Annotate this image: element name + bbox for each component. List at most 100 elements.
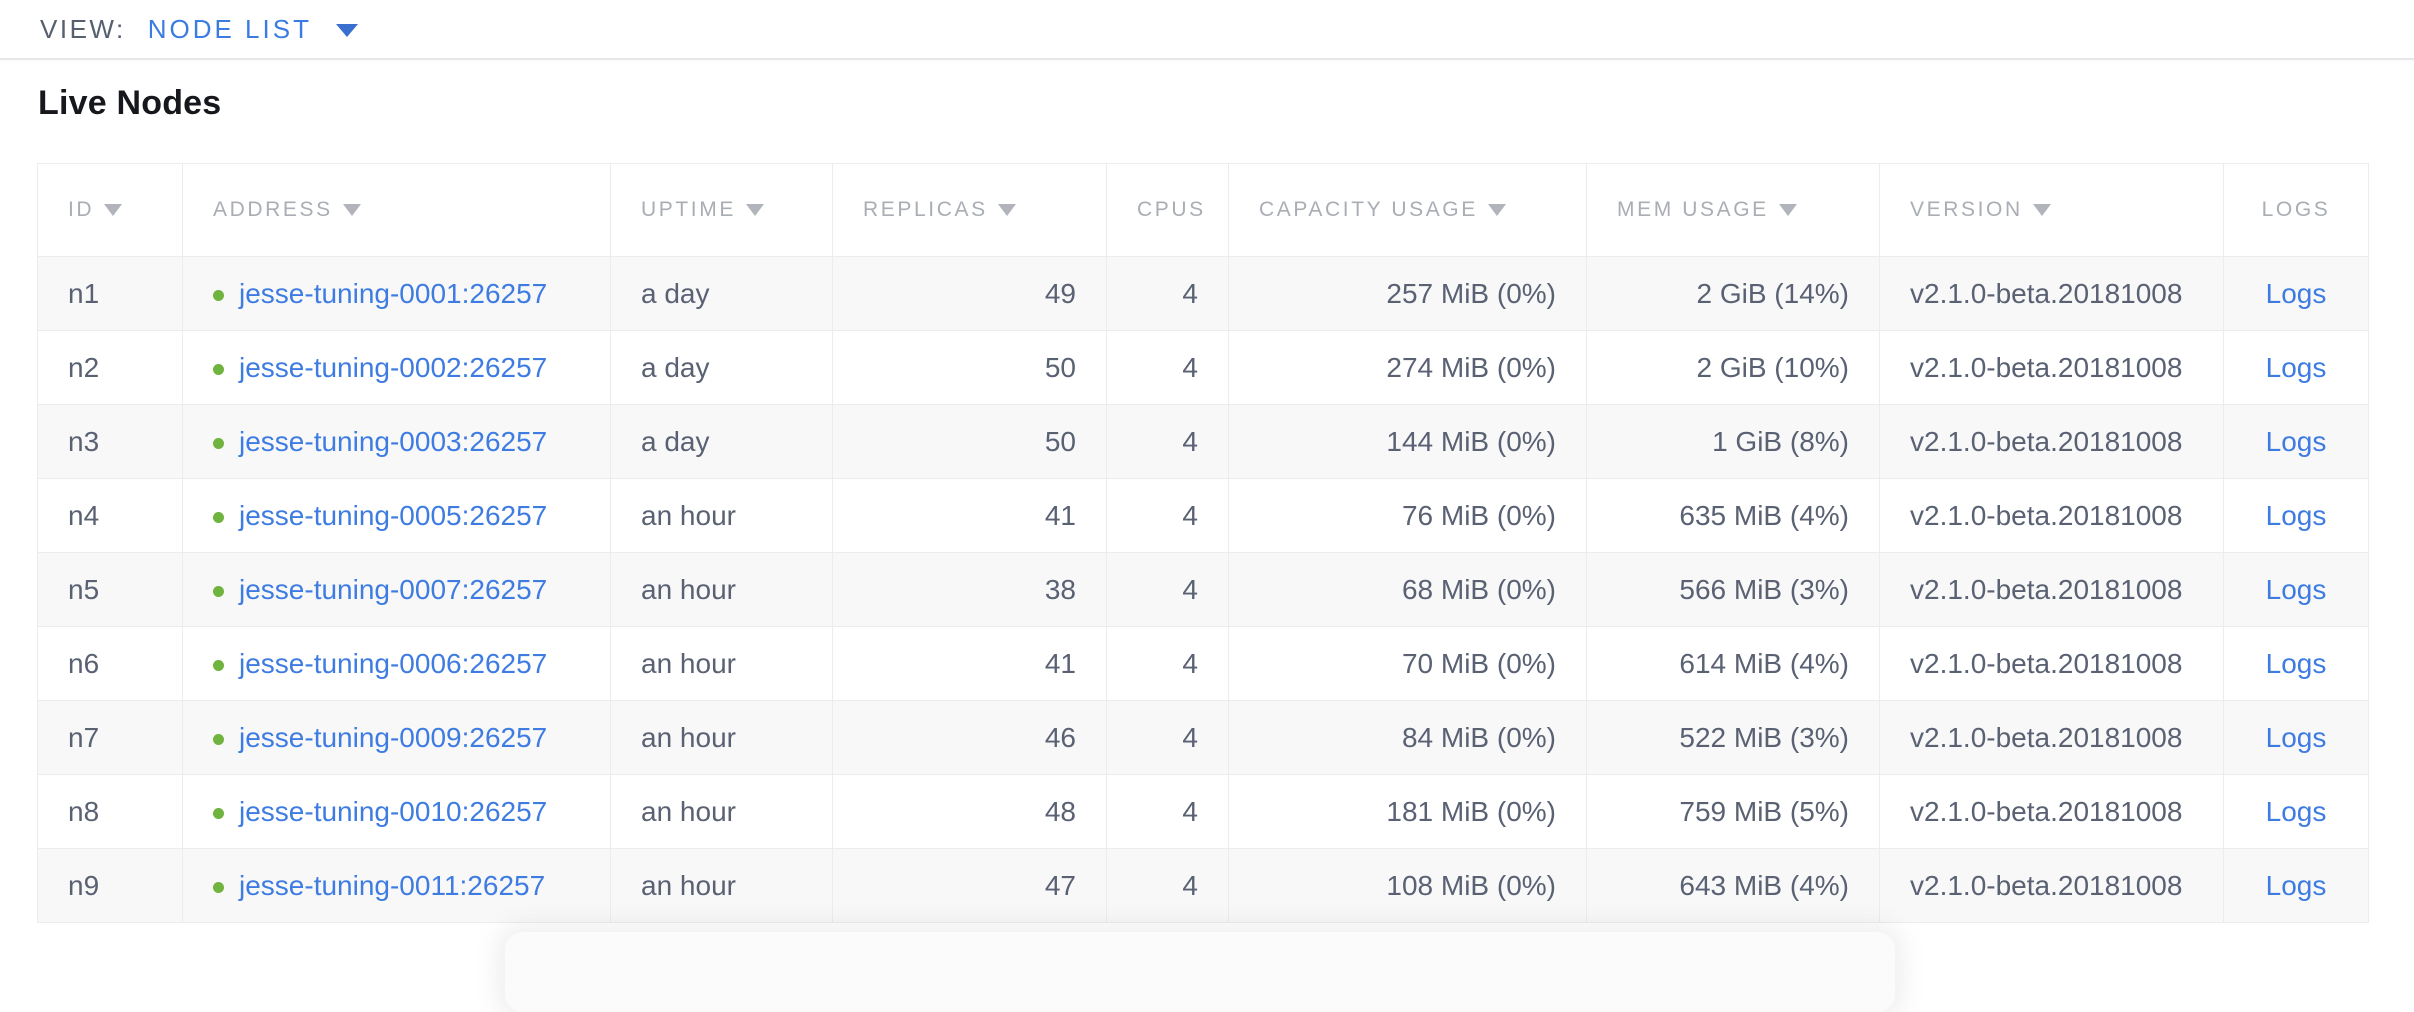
sort-desc-icon xyxy=(1778,204,1797,216)
sort-desc-icon xyxy=(2032,204,2051,216)
table-row: n4 jesse-tuning-0005:26257 an hour 41 4 … xyxy=(37,478,2369,553)
live-nodes-table-container: ID ADDRESS UPTIME REPLICAS CPUS CAPACITY… xyxy=(37,163,2414,923)
live-status-icon xyxy=(213,807,224,819)
live-status-icon xyxy=(213,733,224,745)
logs-link[interactable]: Logs xyxy=(2265,795,2327,827)
node-address-link[interactable]: jesse-tuning-0007:26257 xyxy=(239,573,548,605)
node-address-cell: jesse-tuning-0011:26257 xyxy=(182,848,611,923)
table-row: n7 jesse-tuning-0009:26257 an hour 46 4 … xyxy=(37,700,2369,775)
logs-cell: Logs xyxy=(2223,848,2369,923)
logs-cell: Logs xyxy=(2223,256,2369,331)
column-header-uptime[interactable]: UPTIME xyxy=(610,163,833,257)
node-address-cell: jesse-tuning-0002:26257 xyxy=(182,330,611,405)
node-address-link[interactable]: jesse-tuning-0005:26257 xyxy=(239,499,548,531)
node-address-link[interactable]: jesse-tuning-0001:26257 xyxy=(239,277,548,309)
table-row: n3 jesse-tuning-0003:26257 a day 50 4 14… xyxy=(37,404,2369,479)
replicas-cell: 47 xyxy=(832,848,1107,923)
capacity-usage-cell: 257 MiB (0%) xyxy=(1228,256,1587,331)
sort-desc-icon xyxy=(997,204,1016,216)
logs-link[interactable]: Logs xyxy=(2265,573,2327,605)
node-address-link[interactable]: jesse-tuning-0006:26257 xyxy=(239,647,548,679)
cpus-cell: 4 xyxy=(1106,848,1229,923)
replicas-cell: 38 xyxy=(832,552,1107,627)
node-address-link[interactable]: jesse-tuning-0010:26257 xyxy=(239,795,548,827)
column-header-replicas[interactable]: REPLICAS xyxy=(832,163,1107,257)
column-header-label: VERSION xyxy=(1910,198,2023,221)
mem-usage-cell: 2 GiB (10%) xyxy=(1586,330,1880,405)
logs-link[interactable]: Logs xyxy=(2265,351,2327,383)
column-header-address[interactable]: ADDRESS xyxy=(182,163,611,257)
view-dropdown[interactable]: NODE LIST xyxy=(148,14,358,45)
logs-link[interactable]: Logs xyxy=(2265,425,2327,457)
sort-desc-icon xyxy=(1487,204,1506,216)
mem-usage-cell: 1 GiB (8%) xyxy=(1586,404,1880,479)
column-header-capacity-usage[interactable]: CAPACITY USAGE xyxy=(1228,163,1587,257)
cpus-cell: 4 xyxy=(1106,256,1229,331)
cpus-cell: 4 xyxy=(1106,404,1229,479)
logs-cell: Logs xyxy=(2223,478,2369,553)
version-cell: v2.1.0-beta.20181008 xyxy=(1879,478,2224,553)
column-header-version[interactable]: VERSION xyxy=(1879,163,2224,257)
node-id-cell: n7 xyxy=(37,700,183,775)
uptime-cell: an hour xyxy=(610,478,833,553)
logs-link[interactable]: Logs xyxy=(2265,647,2327,679)
mem-usage-cell: 2 GiB (14%) xyxy=(1586,256,1880,331)
live-nodes-table: ID ADDRESS UPTIME REPLICAS CPUS CAPACITY… xyxy=(37,163,2369,923)
logs-cell: Logs xyxy=(2223,700,2369,775)
cpus-cell: 4 xyxy=(1106,330,1229,405)
column-header-label: REPLICAS xyxy=(863,198,988,221)
table-row: n6 jesse-tuning-0006:26257 an hour 41 4 … xyxy=(37,626,2369,701)
view-dropdown-value: NODE LIST xyxy=(147,13,312,44)
live-status-icon xyxy=(213,881,224,893)
sort-desc-icon xyxy=(745,204,764,216)
view-label: VIEW: xyxy=(40,13,126,44)
capacity-usage-cell: 76 MiB (0%) xyxy=(1228,478,1587,553)
node-id-cell: n2 xyxy=(37,330,183,405)
live-status-icon xyxy=(213,585,224,597)
mem-usage-cell: 643 MiB (4%) xyxy=(1586,848,1880,923)
table-row: n1 jesse-tuning-0001:26257 a day 49 4 25… xyxy=(37,256,2369,331)
node-address-link[interactable]: jesse-tuning-0011:26257 xyxy=(239,869,546,901)
node-address-cell: jesse-tuning-0001:26257 xyxy=(182,256,611,331)
uptime-cell: an hour xyxy=(610,552,833,627)
mem-usage-cell: 614 MiB (4%) xyxy=(1586,626,1880,701)
cpus-cell: 4 xyxy=(1106,774,1229,849)
logs-cell: Logs xyxy=(2223,626,2369,701)
replicas-cell: 50 xyxy=(832,330,1107,405)
mem-usage-cell: 522 MiB (3%) xyxy=(1586,700,1880,775)
capacity-usage-cell: 70 MiB (0%) xyxy=(1228,626,1587,701)
node-id-cell: n1 xyxy=(37,256,183,331)
logs-link[interactable]: Logs xyxy=(2265,277,2327,309)
node-address-link[interactable]: jesse-tuning-0002:26257 xyxy=(239,351,548,383)
node-address-link[interactable]: jesse-tuning-0009:26257 xyxy=(239,721,548,753)
table-row: n5 jesse-tuning-0007:26257 an hour 38 4 … xyxy=(37,552,2369,627)
node-address-link[interactable]: jesse-tuning-0003:26257 xyxy=(239,425,548,457)
chevron-down-icon xyxy=(335,24,358,37)
uptime-cell: an hour xyxy=(610,848,833,923)
uptime-cell: a day xyxy=(610,404,833,479)
version-cell: v2.1.0-beta.20181008 xyxy=(1879,330,2224,405)
logs-cell: Logs xyxy=(2223,330,2369,405)
logs-link[interactable]: Logs xyxy=(2265,499,2327,531)
version-cell: v2.1.0-beta.20181008 xyxy=(1879,404,2224,479)
replicas-cell: 50 xyxy=(832,404,1107,479)
node-address-cell: jesse-tuning-0009:26257 xyxy=(182,700,611,775)
node-address-cell: jesse-tuning-0006:26257 xyxy=(182,626,611,701)
table-row: n8 jesse-tuning-0010:26257 an hour 48 4 … xyxy=(37,774,2369,849)
column-header-label: UPTIME xyxy=(641,198,736,221)
column-header-mem-usage[interactable]: MEM USAGE xyxy=(1586,163,1880,257)
cpus-cell: 4 xyxy=(1106,478,1229,553)
logs-cell: Logs xyxy=(2223,404,2369,479)
node-address-cell: jesse-tuning-0005:26257 xyxy=(182,478,611,553)
column-header-id[interactable]: ID xyxy=(37,163,183,257)
table-header-row: ID ADDRESS UPTIME REPLICAS CPUS CAPACITY… xyxy=(37,163,2369,257)
column-header-label: LOGS xyxy=(2261,198,2331,221)
logs-link[interactable]: Logs xyxy=(2265,869,2327,901)
logs-cell: Logs xyxy=(2223,552,2369,627)
replicas-cell: 48 xyxy=(832,774,1107,849)
logs-link[interactable]: Logs xyxy=(2265,721,2327,753)
logs-cell: Logs xyxy=(2223,774,2369,849)
live-status-icon xyxy=(213,511,224,523)
capacity-usage-cell: 274 MiB (0%) xyxy=(1228,330,1587,405)
uptime-cell: an hour xyxy=(610,626,833,701)
